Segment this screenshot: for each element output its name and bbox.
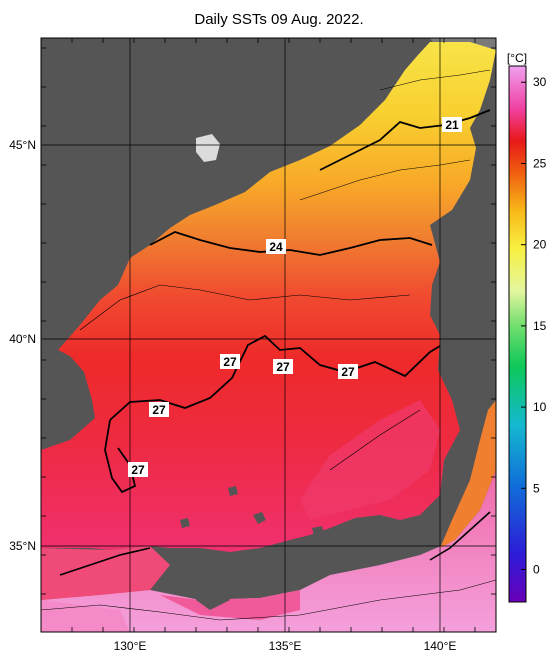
colorbar-tick-label: 30 xyxy=(533,75,547,89)
island-sado xyxy=(312,526,324,536)
island-oki xyxy=(253,512,266,524)
island-white xyxy=(196,134,220,162)
tsushima-strait-water xyxy=(41,546,170,600)
svg-text:27: 27 xyxy=(276,360,290,374)
contour-label-27-d: 27 xyxy=(149,402,169,417)
lat-label-40: 40°N xyxy=(9,332,36,346)
island-small xyxy=(228,486,238,496)
pacific-coastal-band xyxy=(440,400,496,548)
contour-thin-2 xyxy=(299,159,471,201)
lat-label-45: 45°N xyxy=(9,138,36,152)
colorbar xyxy=(508,65,527,603)
colorbar-unit: [°C] xyxy=(507,51,527,65)
contour-21 xyxy=(319,109,491,171)
colorbar-tick-label: 5 xyxy=(533,481,540,495)
island-tsushima xyxy=(180,518,190,528)
contour-label-27-a: 27 xyxy=(220,354,240,369)
svg-text:27: 27 xyxy=(152,403,166,417)
lat-label-35: 35°N xyxy=(9,539,36,553)
contour-27-south xyxy=(59,547,151,576)
lon-label-130: 130°E xyxy=(114,639,147,653)
pink-patch xyxy=(300,400,440,520)
contour-label-21: 21 xyxy=(442,117,462,132)
colorbar-tick-label: 10 xyxy=(533,400,547,414)
contour-label-27-c: 27 xyxy=(338,364,358,379)
contour-24 xyxy=(149,231,433,256)
contour-27 xyxy=(109,334,441,421)
lon-label-135: 135°E xyxy=(269,639,302,653)
pacific-ocean xyxy=(41,470,496,632)
contour-thin-1 xyxy=(79,284,411,331)
colorbar-tick-label: 20 xyxy=(533,238,547,252)
svg-text:27: 27 xyxy=(341,365,355,379)
colorbar-tick-label: 0 xyxy=(533,563,540,577)
frame-ticks xyxy=(40,38,496,632)
colorbar-tick-label: 15 xyxy=(533,319,547,333)
map-frame xyxy=(40,37,497,633)
contour-label-27-b: 27 xyxy=(273,359,293,374)
contour-label-24: 24 xyxy=(266,239,286,254)
island-kyushu-piece xyxy=(196,585,230,610)
svg-text:24: 24 xyxy=(269,240,283,254)
contour-thin-4 xyxy=(329,409,421,471)
svg-text:21: 21 xyxy=(445,118,459,132)
contour-thin-5 xyxy=(41,579,496,621)
graticule xyxy=(41,38,496,632)
colorbar-ticks: 30 25 20 15 10 5 0 xyxy=(521,75,547,577)
map-area xyxy=(41,38,496,632)
lon-label-140: 140°E xyxy=(424,639,457,653)
svg-text:27: 27 xyxy=(223,355,237,369)
seto-inland-sea-water xyxy=(160,590,300,620)
colorbar-tick-label: 25 xyxy=(533,156,547,170)
contour-label-27-e: 27 xyxy=(128,462,148,477)
svg-text:27: 27 xyxy=(131,463,145,477)
map-title: Daily SSTs 09 Aug. 2022. xyxy=(194,11,364,28)
